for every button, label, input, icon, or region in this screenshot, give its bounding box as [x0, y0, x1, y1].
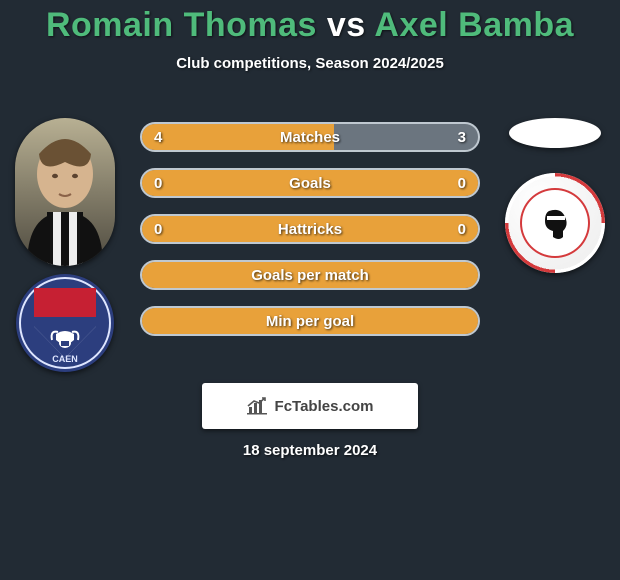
- stat-row: Min per goal: [140, 306, 480, 336]
- player-left-name: Romain Thomas: [46, 6, 317, 44]
- left-column: CAEN: [10, 118, 120, 372]
- player-right-avatar-placeholder: [509, 118, 601, 148]
- stat-row: Hattricks0 0: [140, 214, 480, 244]
- brand-text: FcTables.com: [275, 398, 374, 415]
- player-right-name: Axel Bamba: [374, 6, 574, 44]
- subtitle: Club competitions, Season 2024/2025: [0, 55, 620, 72]
- stat-label: Goals per match: [142, 267, 478, 284]
- bar-chart-icon: [247, 397, 269, 415]
- stat-bars: Matches43Goals00Hattricks00Goals per mat…: [140, 122, 480, 352]
- date-text: 18 september 2024: [0, 442, 620, 459]
- stat-label: Min per goal: [142, 313, 478, 330]
- stat-value-left: 4: [154, 129, 162, 146]
- stat-label: Matches: [142, 129, 478, 146]
- club-badge-right: [505, 173, 605, 273]
- stat-value-right: 3: [458, 129, 466, 146]
- club-badge-left: CAEN: [16, 274, 114, 372]
- stat-value-right: 0: [458, 221, 466, 238]
- stat-row: Goals per match: [140, 260, 480, 290]
- stat-label: Hattricks: [142, 221, 478, 238]
- stat-row: Matches4 3: [140, 122, 480, 152]
- right-column: [500, 118, 610, 273]
- stat-value-left: 0: [154, 221, 162, 238]
- brand-badge[interactable]: FcTables.com: [202, 383, 418, 429]
- player-left-avatar: [15, 118, 115, 266]
- stat-row: Goals0 0: [140, 168, 480, 198]
- badge-caen-label: CAEN: [16, 354, 114, 364]
- stat-label: Goals: [142, 175, 478, 192]
- stat-value-right: 0: [458, 175, 466, 192]
- page-title: Romain Thomas vs Axel Bamba: [0, 0, 620, 45]
- stat-value-left: 0: [154, 175, 162, 192]
